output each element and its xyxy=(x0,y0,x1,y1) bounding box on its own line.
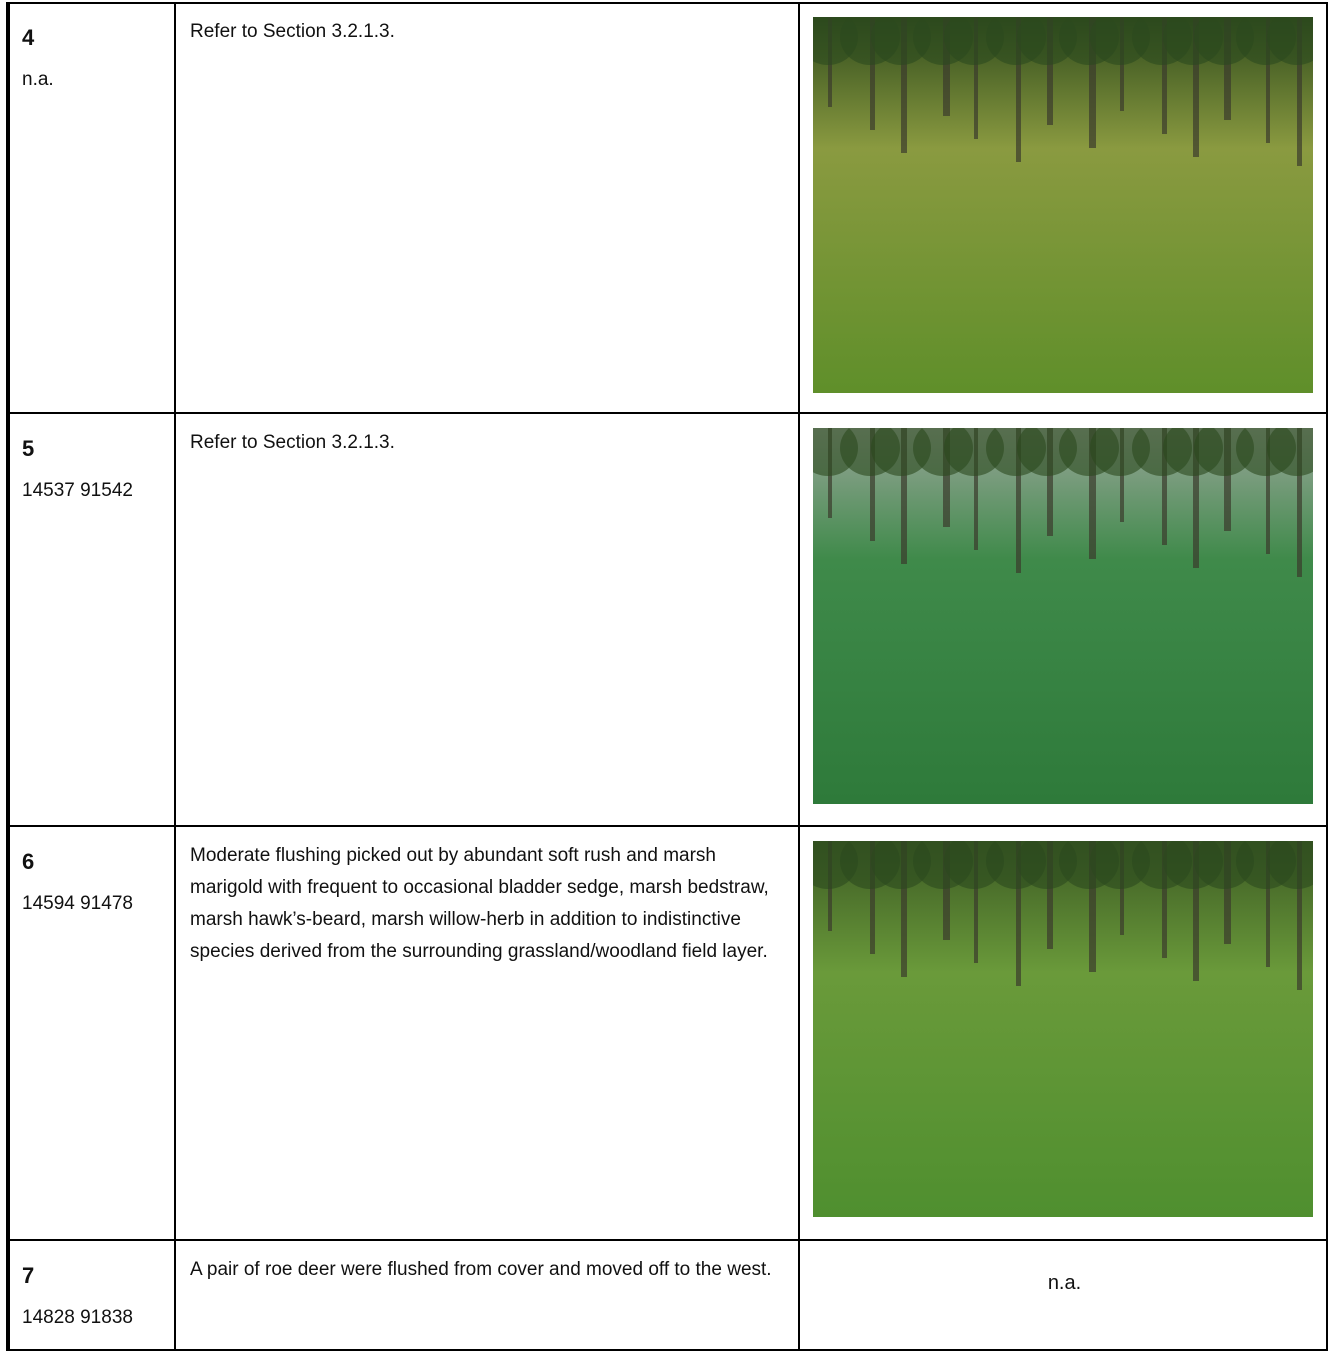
description: Refer to Section 3.2.1.3. xyxy=(190,432,395,453)
rule xyxy=(174,2,176,1351)
rule xyxy=(6,2,10,1351)
site-photo xyxy=(813,428,1313,804)
rule xyxy=(6,1349,1328,1351)
rule xyxy=(6,825,1328,827)
description: Moderate flushing picked out by abundant… xyxy=(190,845,769,962)
row-id: 6 xyxy=(22,849,35,874)
rule xyxy=(6,1239,1328,1241)
description: Refer to Section 3.2.1.3. xyxy=(190,21,395,42)
grid-ref: 14594 91478 xyxy=(22,893,133,914)
grid-ref: 14537 91542 xyxy=(22,480,133,501)
description: A pair of roe deer were flushed from cov… xyxy=(190,1259,772,1280)
row-id: 4 xyxy=(22,25,35,50)
grid-ref: 14828 91838 xyxy=(22,1307,133,1328)
photo-placeholder: n.a. xyxy=(1047,1272,1082,1294)
rule xyxy=(1326,2,1328,1351)
rule xyxy=(6,412,1328,414)
row-id: 7 xyxy=(22,1263,35,1288)
row-id: 5 xyxy=(22,436,35,461)
site-photo xyxy=(813,841,1313,1217)
site-photo xyxy=(813,17,1313,393)
rule xyxy=(6,2,1328,4)
grid-ref: n.a. xyxy=(22,69,54,90)
rule xyxy=(798,2,800,1351)
